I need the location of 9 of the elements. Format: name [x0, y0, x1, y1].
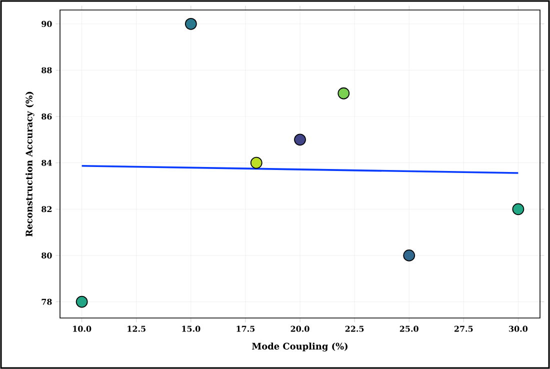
point [403, 250, 416, 262]
point [184, 18, 197, 30]
point [76, 296, 88, 308]
y-axis-title: Reconstruction Accuracy (%) [26, 92, 34, 237]
point [294, 134, 306, 146]
point [512, 203, 524, 216]
point [250, 156, 262, 169]
point [338, 87, 350, 100]
x-axis-title: Mode Coupling (%) [252, 342, 348, 352]
